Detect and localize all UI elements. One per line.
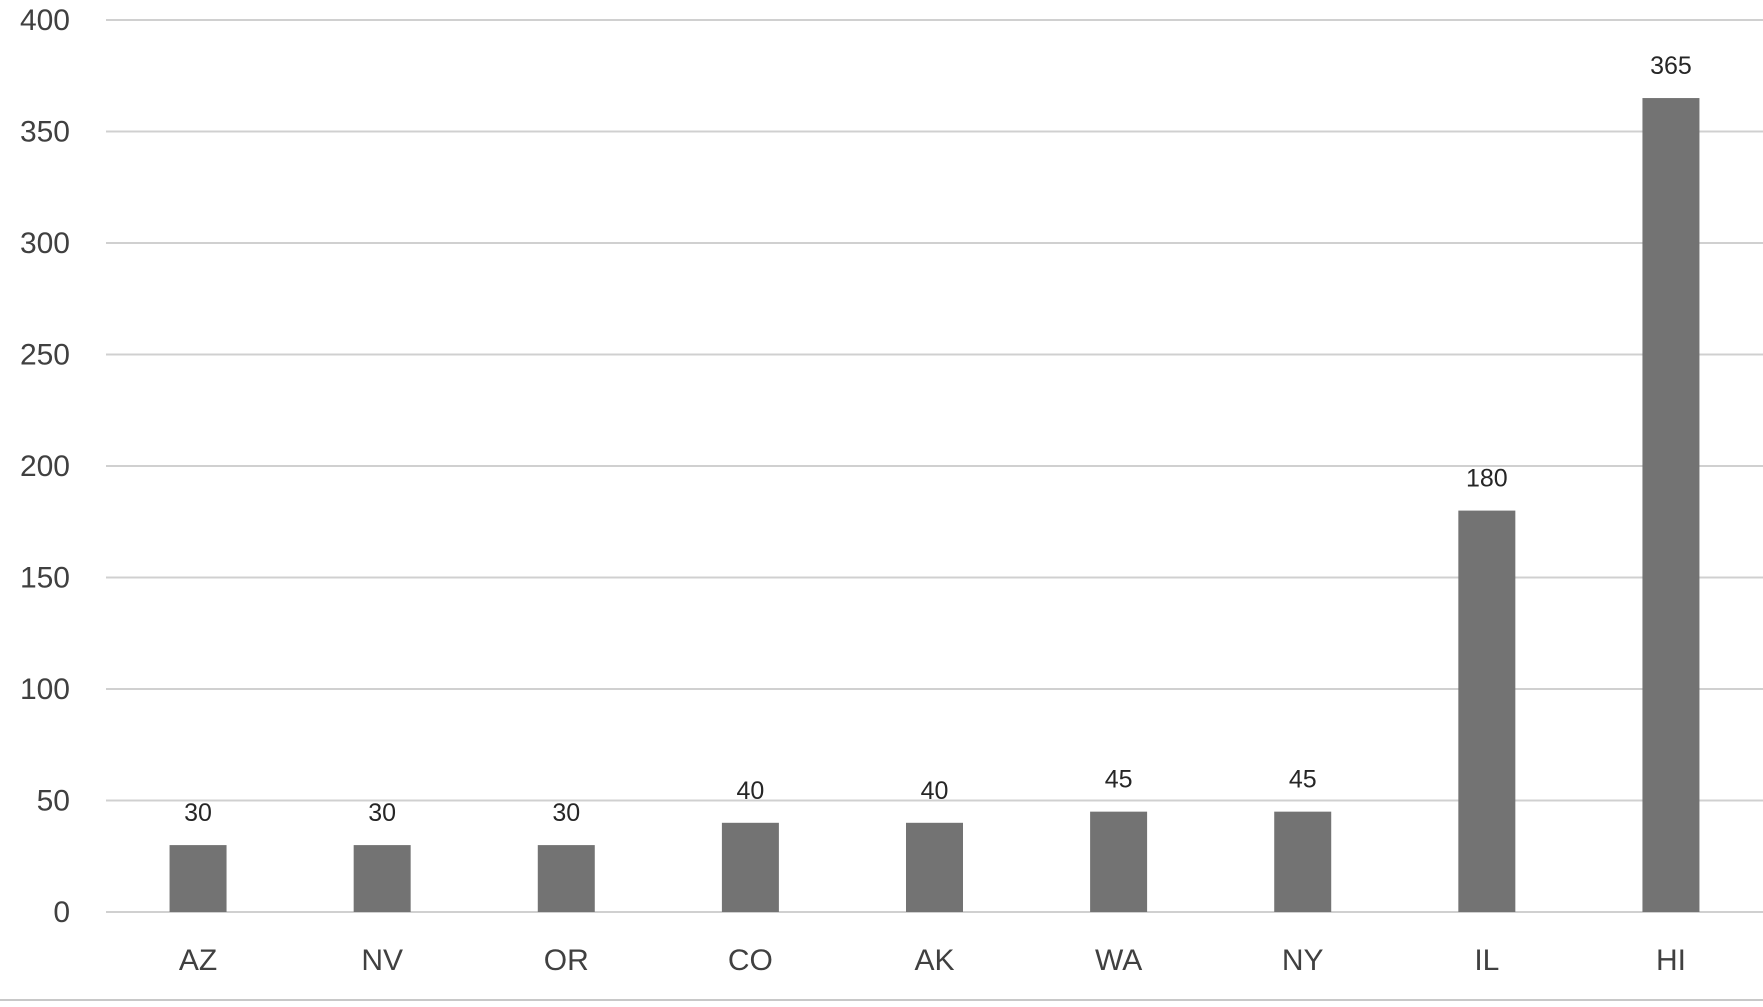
x-category-label: CO [728, 944, 773, 977]
bar [1642, 98, 1700, 913]
data-labels: 30 30 30 40 40 45 45 180 365 [184, 52, 1692, 827]
bar [1274, 811, 1332, 912]
y-tick-label: 400 [20, 4, 70, 37]
bar [169, 845, 227, 912]
y-tick-label: 0 [53, 896, 70, 929]
bar [1090, 811, 1148, 912]
y-axis-tick-labels: 0 50 100 150 200 250 300 350 400 [20, 4, 70, 929]
x-category-label: HI [1656, 944, 1686, 977]
y-tick-label: 250 [20, 339, 70, 372]
x-category-label: AK [914, 944, 954, 977]
y-tick-label: 200 [20, 450, 70, 483]
y-tick-label: 350 [20, 116, 70, 149]
y-tick-label: 100 [20, 673, 70, 706]
data-label: 45 [1105, 766, 1133, 794]
x-category-label: NV [361, 944, 403, 977]
bar [906, 822, 963, 912]
x-category-label: OR [544, 944, 589, 977]
data-label: 40 [921, 777, 949, 805]
bars [169, 98, 1700, 913]
bar [353, 845, 411, 912]
x-category-label: AZ [179, 944, 217, 977]
data-label: 30 [184, 799, 212, 827]
data-label: 180 [1466, 465, 1508, 493]
x-axis-category-labels: AZ NV OR CO AK WA NY IL HI [179, 944, 1686, 977]
x-category-label: NY [1282, 944, 1324, 977]
y-tick-label: 150 [20, 562, 70, 595]
data-label: 40 [736, 777, 764, 805]
y-tick-label: 50 [37, 785, 70, 818]
data-label: 45 [1289, 766, 1317, 794]
bar [537, 845, 595, 912]
data-label: 30 [368, 799, 396, 827]
x-category-label: WA [1095, 944, 1142, 977]
bar [721, 822, 779, 912]
data-label: 365 [1650, 52, 1692, 80]
gridlines [106, 19, 1763, 913]
y-tick-label: 300 [20, 227, 70, 260]
data-label: 30 [552, 799, 580, 827]
bar [1458, 510, 1516, 912]
x-category-label: IL [1474, 944, 1499, 977]
